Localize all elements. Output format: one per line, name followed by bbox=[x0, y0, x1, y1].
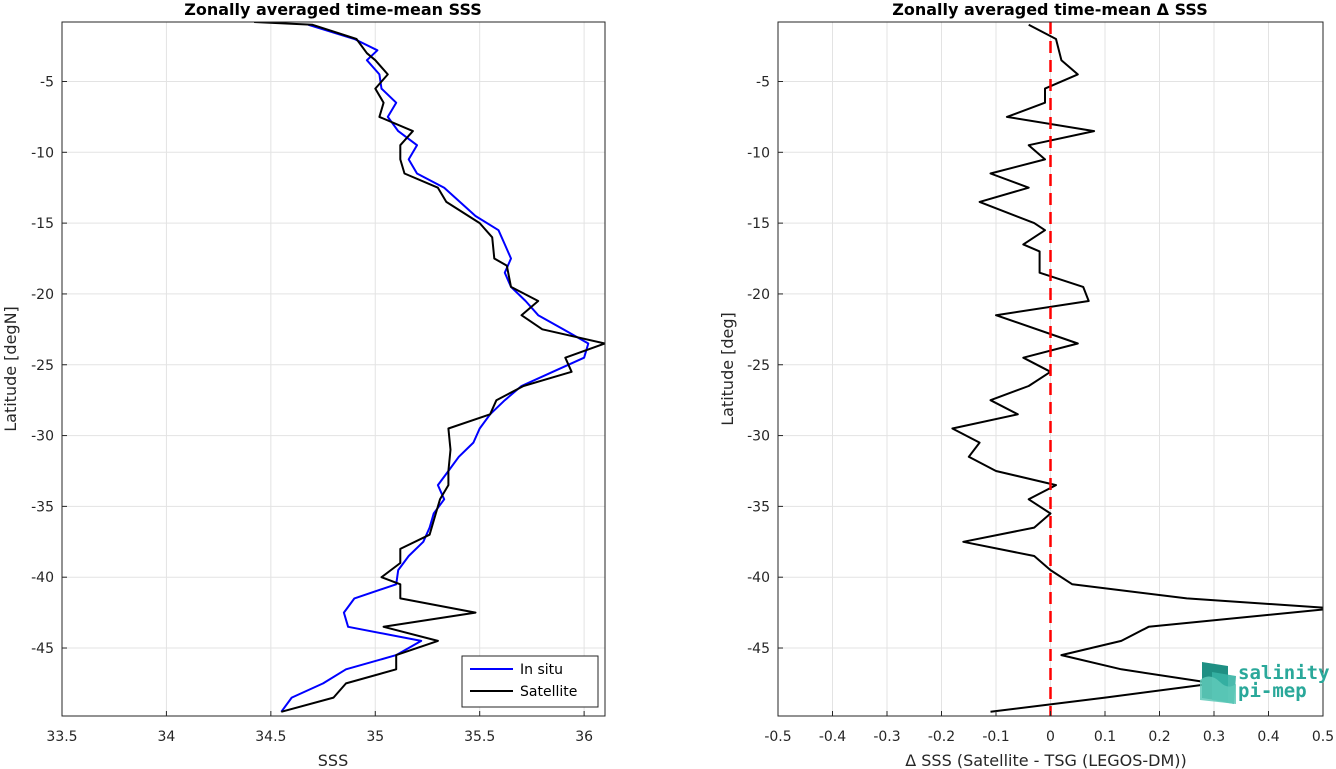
right-series-line-0 bbox=[951, 23, 1323, 713]
left-series-lines bbox=[254, 22, 605, 713]
right-y-ticks: -5 -10 -15 -20 -25 -30 -35 -40 -45 bbox=[747, 74, 783, 657]
wave-logo-icon bbox=[1200, 662, 1236, 704]
left-series-line-satellite bbox=[254, 22, 605, 713]
left-x-tick-label: 34 bbox=[158, 729, 176, 745]
salinity-pi-mep-logo: salinity pi-mep bbox=[1200, 662, 1330, 704]
logo-text-line2: pi-mep bbox=[1238, 680, 1307, 702]
left-x-axis-label: SSS bbox=[318, 751, 348, 769]
left-x-ticks: 33.5 34 34.5 35 35.5 36 bbox=[46, 711, 593, 745]
right-x-ticks: -0.5 -0.4 -0.3 -0.2 -0.1 0 0.1 0.2 0.3 0.4 0.5 bbox=[764, 711, 1334, 745]
right-y-tick-label: -30 bbox=[747, 429, 770, 445]
right-series-lines bbox=[951, 22, 1323, 716]
left-y-tick-label: -35 bbox=[31, 499, 54, 515]
right-chart-title: Zonally averaged time-mean Δ SSS bbox=[892, 0, 1208, 19]
left-axes-frame bbox=[61, 21, 606, 717]
right-y-tick-label: -20 bbox=[747, 287, 770, 303]
left-x-tick-label: 36 bbox=[575, 729, 593, 745]
right-x-tick-label: 0.2 bbox=[1148, 729, 1170, 745]
left-x-tick-label: 35 bbox=[366, 729, 384, 745]
right-x-tick-label: -0.3 bbox=[873, 729, 900, 745]
right-y-tick-label: -15 bbox=[747, 216, 770, 232]
left-y-tick-label: -20 bbox=[31, 287, 54, 303]
right-y-tick-label: -10 bbox=[747, 145, 770, 161]
left-y-tick-label: -10 bbox=[31, 145, 54, 161]
right-x-tick-label: -0.2 bbox=[928, 729, 955, 745]
right-x-tick-label: 0 bbox=[1046, 729, 1055, 745]
left-x-tick-label: 35.5 bbox=[464, 729, 495, 745]
left-y-axis-label: Latitude [degN] bbox=[1, 306, 20, 432]
left-y-tick-label: -40 bbox=[31, 570, 54, 586]
right-y-axis-label: Latitude [deg] bbox=[718, 312, 737, 426]
left-series-line-in-situ bbox=[280, 23, 590, 713]
right-x-tick-label: -0.1 bbox=[982, 729, 1009, 745]
left-y-tick-label: -30 bbox=[31, 429, 54, 445]
right-x-axis-label: Δ SSS (Satellite - TSG (LEGOS-DM)) bbox=[905, 751, 1187, 769]
right-x-tick-label: -0.4 bbox=[819, 729, 846, 745]
left-x-tick-label: 33.5 bbox=[46, 729, 77, 745]
right-y-tick-label: -40 bbox=[747, 570, 770, 586]
left-y-ticks: -5 -10 -15 -20 -25 -30 -35 -40 -45 bbox=[31, 74, 67, 657]
right-x-tick-label: 0.5 bbox=[1312, 729, 1334, 745]
legend: In situ Satellite bbox=[461, 655, 599, 708]
left-grid bbox=[61, 22, 605, 716]
left-x-tick-label: 34.5 bbox=[255, 729, 286, 745]
right-y-tick-label: -35 bbox=[747, 499, 770, 515]
right-x-tick-label: 0.3 bbox=[1203, 729, 1225, 745]
legend-label-satellite: Satellite bbox=[520, 684, 577, 700]
left-y-tick-label: -45 bbox=[31, 641, 54, 657]
left-panel: Zonally averaged time-mean SSS 33.5 34 34.… bbox=[1, 0, 606, 769]
right-x-tick-label: 0.4 bbox=[1257, 729, 1279, 745]
right-y-tick-label: -5 bbox=[756, 74, 770, 90]
right-x-tick-label: -0.5 bbox=[764, 729, 791, 745]
left-chart-title: Zonally averaged time-mean SSS bbox=[184, 0, 482, 19]
legend-box bbox=[461, 655, 599, 708]
right-x-tick-label: 0.1 bbox=[1094, 729, 1116, 745]
logo-text-line1: salinity bbox=[1238, 662, 1330, 684]
right-panel: Zonally averaged time-mean Δ SSS -0.5 -0.… bbox=[718, 0, 1334, 769]
left-y-tick-label: -25 bbox=[31, 358, 54, 374]
left-y-tick-label: -5 bbox=[40, 74, 54, 90]
left-y-tick-label: -15 bbox=[31, 216, 54, 232]
legend-label-in-situ: In situ bbox=[520, 662, 563, 678]
right-y-tick-label: -45 bbox=[747, 641, 770, 657]
right-y-tick-label: -25 bbox=[747, 358, 770, 374]
